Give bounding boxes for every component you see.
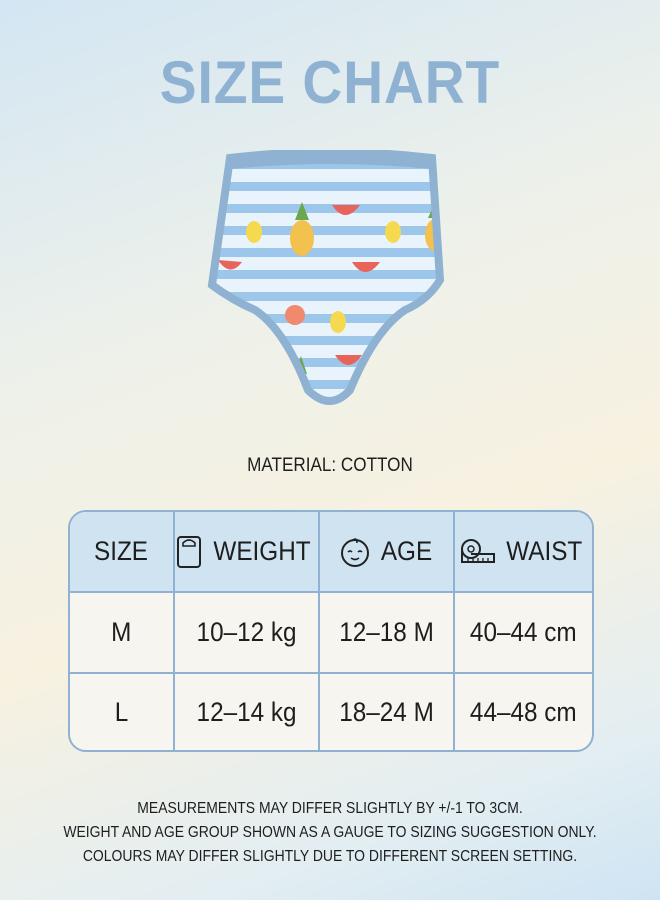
cell-size: L bbox=[114, 697, 129, 727]
header-age: AGE bbox=[318, 512, 452, 591]
size-table: SIZE WEIGHT AGE WAIST M 10–12 kg 12–18 M… bbox=[68, 510, 594, 752]
baby-face-icon bbox=[340, 537, 369, 567]
pineapple-icon bbox=[290, 202, 314, 256]
cell-waist: 40–44 cm bbox=[452, 593, 592, 672]
material-label: MATERIAL: COTTON bbox=[247, 455, 413, 476]
note-line: MEASUREMENTS MAY DIFFER SLIGHTLY BY +/-1… bbox=[137, 800, 523, 817]
tape-measure-icon bbox=[461, 538, 496, 563]
table-header-row: SIZE WEIGHT AGE WAIST bbox=[70, 512, 592, 593]
cell-waist: 44–48 cm bbox=[452, 674, 592, 750]
note-line: COLOURS MAY DIFFER SLIGHTLY DUE TO DIFFE… bbox=[82, 848, 578, 865]
header-waist: WAIST bbox=[452, 512, 592, 591]
cell-age: 12–18 M bbox=[318, 593, 452, 672]
table-row: M 10–12 kg 12–18 M 40–44 cm bbox=[70, 593, 592, 672]
cell-weight: 10–12 kg bbox=[172, 593, 318, 672]
header-size: SIZE bbox=[94, 536, 149, 566]
training-pants-illustration bbox=[207, 150, 445, 405]
table-row: L 12–14 kg 18–24 M 44–48 cm bbox=[70, 672, 592, 750]
cell-age: 18–24 M bbox=[318, 674, 452, 750]
page-title: SIZE CHART bbox=[159, 49, 501, 116]
cell-size: M bbox=[111, 617, 132, 647]
scale-icon bbox=[177, 535, 202, 568]
header-weight: WEIGHT bbox=[172, 512, 318, 591]
disclaimer-notes: MEASUREMENTS MAY DIFFER SLIGHTLY BY +/-1… bbox=[0, 797, 660, 869]
note-line: WEIGHT AND AGE GROUP SHOWN AS A GAUGE TO… bbox=[63, 824, 597, 841]
cell-weight: 12–14 kg bbox=[172, 674, 318, 750]
